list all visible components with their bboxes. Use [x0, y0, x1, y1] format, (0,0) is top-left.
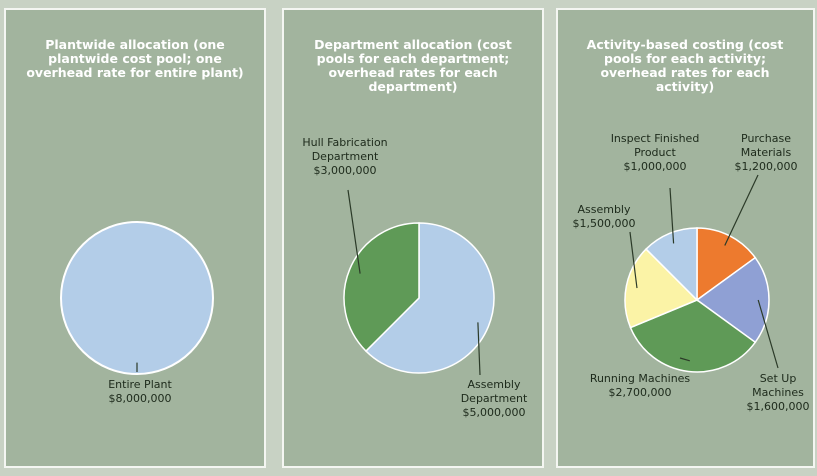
leader-line	[477, 322, 481, 376]
category-label: Purchase Materials	[740, 132, 792, 159]
leader-line	[629, 231, 638, 289]
value-label: $1,500,000	[572, 217, 636, 230]
slice-label: Inspect Finished Product $1,000,000	[600, 132, 710, 174]
pie-slice	[695, 256, 770, 344]
leader-line	[757, 299, 779, 369]
leader-line	[669, 187, 675, 244]
chart-title: Plantwide allocation (one plantwide cost…	[26, 37, 244, 80]
slice-label: Set Up Machines $1,600,000	[738, 372, 817, 414]
pie-slice	[629, 299, 757, 373]
category-label: Set Up Machines	[752, 372, 804, 399]
leader-line	[724, 174, 759, 246]
value-label: $5,000,000	[462, 406, 526, 419]
leader-line	[347, 189, 361, 274]
category-label: Inspect Finished Product	[610, 132, 700, 159]
slice-label: Running Machines $2,700,000	[575, 372, 705, 400]
pie-slice	[60, 221, 214, 375]
chart-title: Activity-based costing (cost pools for e…	[586, 37, 784, 94]
slice-label: Purchase Materials $1,200,000	[721, 132, 811, 174]
value-label: $1,600,000	[746, 400, 810, 413]
category-label: Assembly	[577, 203, 631, 216]
pie-slice	[364, 222, 495, 374]
value-label: $1,200,000	[734, 160, 798, 173]
category-label: Entire Plant	[108, 378, 172, 391]
pie-slice	[645, 227, 698, 302]
pie-slice	[624, 248, 699, 329]
category-label: Hull Fabrication Department	[302, 136, 388, 163]
chart-title: Department allocation (cost pools for ea…	[314, 37, 512, 94]
slice-label: Entire Plant $8,000,000	[85, 378, 195, 406]
category-label: Running Machines	[589, 372, 691, 385]
slice-label: Assembly $1,500,000	[564, 203, 644, 231]
slice-label: Hull Fabrication Department $3,000,000	[290, 136, 400, 178]
value-label: $2,700,000	[608, 386, 672, 399]
value-label: $8,000,000	[108, 392, 172, 405]
pie-slice	[343, 222, 420, 353]
category-label: Assembly Department	[460, 378, 528, 405]
value-label: $1,000,000	[623, 160, 687, 173]
value-label: $3,000,000	[313, 164, 377, 177]
leader-line	[679, 357, 690, 362]
slice-label: Assembly Department $5,000,000	[449, 378, 539, 420]
